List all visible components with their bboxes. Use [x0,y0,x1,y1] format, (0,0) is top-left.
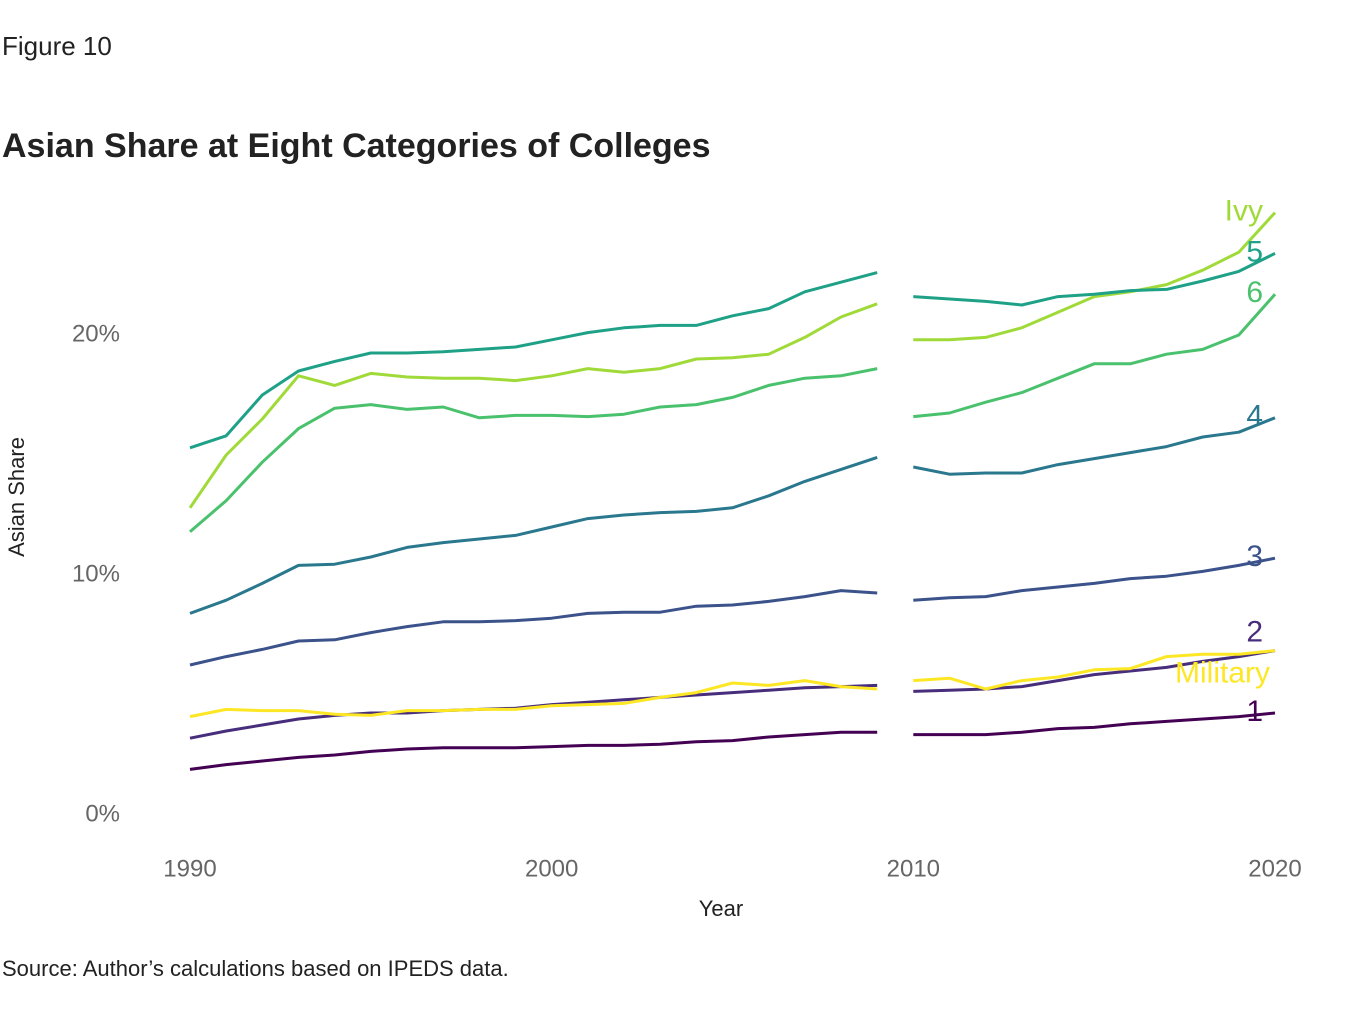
series-label: 5 [1246,235,1263,268]
series-line [189,649,1276,719]
figure-label: Figure 10 [2,31,112,61]
series-line [189,711,1276,771]
series-label: Ivy [1225,195,1263,228]
x-axis-label: Year [699,896,743,921]
series-line [189,416,1276,615]
series-label: 1 [1246,695,1263,728]
series-line [189,293,1277,533]
y-tick-label: 10% [72,560,120,587]
series-label: 2 [1246,616,1263,649]
series-label: 6 [1246,276,1263,309]
series-label: 3 [1246,540,1263,573]
chart-title: Asian Share at Eight Categories of Colle… [2,127,711,165]
y-tick-label: 0% [85,800,120,827]
series-line [189,252,1276,450]
y-axis-label: Asian Share [4,437,29,557]
x-tick-label: 2020 [1248,855,1301,882]
series-label: 4 [1246,400,1263,433]
y-tick-label: 20% [72,320,120,347]
series-line [189,556,1276,667]
x-tick-label: 1990 [163,855,216,882]
x-tick-label: 2010 [887,855,940,882]
series-line [188,211,1277,509]
series-label: Military [1175,657,1270,690]
x-tick-label: 2000 [525,855,578,882]
source-note: Source: Author’s calculations based on I… [2,956,509,981]
